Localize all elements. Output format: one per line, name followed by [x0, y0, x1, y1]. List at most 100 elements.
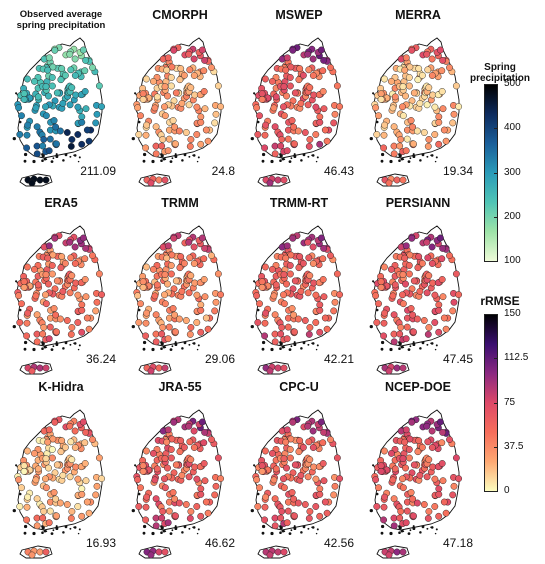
- station-point: [42, 271, 50, 279]
- station-point: [284, 323, 292, 331]
- station-point: [390, 330, 398, 338]
- station-point: [208, 64, 215, 72]
- station-point: [424, 330, 432, 338]
- station-point: [286, 82, 294, 90]
- station-point: [217, 103, 225, 111]
- station-point: [211, 491, 219, 499]
- station-point: [48, 74, 56, 81]
- station-point: [32, 292, 40, 300]
- station-point: [416, 471, 424, 479]
- island-mark: [369, 324, 373, 329]
- station-point: [164, 280, 171, 288]
- island-mark: [77, 532, 80, 535]
- station-point: [405, 74, 413, 81]
- island-mark: [315, 160, 318, 163]
- station-point: [271, 514, 279, 522]
- station-point: [380, 263, 388, 271]
- station-point: [283, 519, 291, 527]
- station-point: [316, 140, 324, 148]
- island-mark: [311, 526, 315, 529]
- station-point: [187, 508, 195, 515]
- station-point: [33, 123, 41, 131]
- station-point: [410, 89, 418, 97]
- station-point: [82, 105, 90, 113]
- station-point: [33, 311, 41, 319]
- station-point: [283, 92, 290, 100]
- station-point: [270, 104, 278, 112]
- island-mark: [421, 153, 425, 157]
- station-point: [134, 476, 142, 484]
- station-point: [399, 83, 407, 91]
- station-point: [423, 422, 431, 430]
- station-point: [439, 293, 447, 301]
- station-point: [56, 127, 64, 135]
- island-mark: [131, 136, 135, 141]
- station-point: [59, 99, 67, 107]
- station-point: [402, 92, 409, 100]
- station-point: [46, 135, 54, 143]
- station-point: [436, 418, 444, 426]
- station-point: [446, 436, 453, 444]
- station-point: [51, 234, 59, 242]
- island-mark: [270, 531, 274, 536]
- station-point: [286, 446, 294, 453]
- station-point: [214, 270, 222, 278]
- island-mark: [192, 154, 196, 157]
- island-mark: [197, 156, 200, 159]
- island-mark: [279, 347, 282, 350]
- station-point: [327, 436, 334, 444]
- station-point: [171, 123, 179, 131]
- island-mark: [380, 340, 385, 345]
- station-point: [68, 324, 76, 331]
- station-point: [274, 364, 282, 372]
- island-mark: [250, 508, 254, 513]
- station-point: [58, 65, 66, 73]
- station-point: [306, 136, 314, 143]
- station-point: [320, 244, 328, 252]
- colorbar-tick-mark: [494, 491, 498, 492]
- station-point: [397, 135, 405, 143]
- station-point: [95, 270, 103, 278]
- station-point: [280, 300, 288, 308]
- station-point: [435, 140, 443, 148]
- station-point: [258, 95, 266, 103]
- island-mark: [52, 529, 55, 532]
- station-point: [81, 439, 89, 447]
- station-point: [61, 443, 69, 451]
- rrmse-colorbar-title: rRMSE: [480, 294, 520, 308]
- station-point: [399, 112, 407, 120]
- island-mark: [183, 153, 187, 157]
- island-mark: [293, 343, 297, 347]
- map-panel: K-Hidra 16.93: [2, 380, 120, 560]
- station-point: [161, 364, 169, 372]
- island-mark: [50, 160, 54, 163]
- station-point: [407, 117, 415, 124]
- island-mark: [73, 342, 77, 345]
- station-point: [331, 110, 339, 118]
- station-point: [79, 234, 87, 242]
- station-point: [42, 112, 50, 120]
- station-point: [45, 335, 53, 343]
- station-point: [254, 319, 262, 326]
- station-point: [423, 473, 431, 481]
- station-point: [142, 319, 150, 327]
- map-panel: MERRA 19.34: [359, 8, 477, 188]
- station-point: [170, 46, 178, 54]
- island-mark: [412, 343, 416, 347]
- station-point: [428, 243, 436, 251]
- island-mark: [435, 156, 438, 159]
- island-mark: [55, 341, 58, 344]
- station-point: [186, 438, 194, 446]
- station-point: [330, 307, 338, 315]
- station-point: [53, 461, 61, 469]
- island-mark: [18, 120, 22, 124]
- station-point: [271, 142, 279, 150]
- station-point: [312, 131, 320, 138]
- station-point: [416, 99, 424, 107]
- station-point: [312, 503, 320, 510]
- station-point: [305, 66, 313, 74]
- station-point: [428, 427, 436, 435]
- station-point: [262, 309, 270, 317]
- station-point: [23, 144, 31, 152]
- map-panel: ERA5 36.24: [2, 196, 120, 376]
